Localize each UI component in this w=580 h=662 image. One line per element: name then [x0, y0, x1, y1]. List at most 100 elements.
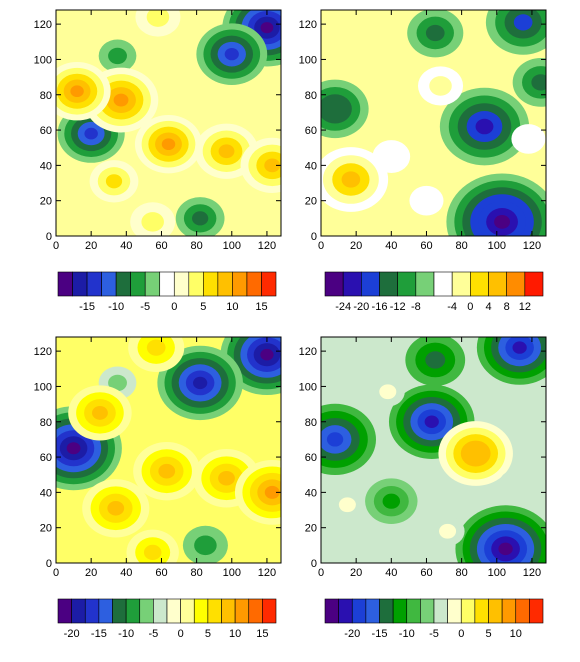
y-tick-label: 120	[34, 19, 52, 31]
contour-band	[512, 341, 527, 354]
colorbar-label: 0	[171, 301, 177, 313]
x-tick-label: 20	[350, 240, 362, 252]
x-tick-label: 60	[420, 567, 432, 579]
contour-band	[224, 47, 239, 61]
x-tick-label: 100	[488, 240, 506, 252]
colorbar-swatch	[130, 271, 146, 297]
contour-feature	[56, 62, 111, 121]
contour-band	[468, 447, 484, 461]
contour-feature	[407, 10, 464, 58]
contour-feature	[98, 39, 137, 73]
colorbar-label: -15	[79, 301, 95, 313]
y-tick-label: 60	[305, 452, 317, 464]
colorbar-swatch	[84, 598, 100, 624]
colorbar-label: 5	[200, 301, 206, 313]
contour-band	[66, 442, 81, 455]
x-tick-label: 100	[223, 567, 241, 579]
contour-feature	[321, 147, 389, 212]
y-tick-label: 40	[305, 487, 317, 499]
colorbar-swatch	[351, 598, 367, 624]
colorbar-swatch	[232, 271, 248, 297]
colorbar-swatch	[125, 598, 141, 624]
colorbar-swatch	[98, 598, 113, 624]
colorbar-label: 10	[510, 628, 522, 640]
colorbar-swatch	[392, 598, 408, 624]
y-tick-label: 20	[40, 196, 52, 208]
colorbar-swatch	[515, 598, 530, 624]
y-tick-label: 40	[305, 160, 317, 172]
colorbar-label: -10	[118, 628, 134, 640]
contour-feature	[365, 478, 418, 525]
colorbar-swatch	[188, 271, 204, 297]
contour-band	[429, 76, 452, 96]
colorbar-swatch	[361, 271, 380, 297]
colorbar-label: 4	[485, 301, 491, 313]
y-tick-label: 40	[40, 160, 52, 172]
contour-band	[260, 22, 274, 34]
colorbar-swatch	[193, 598, 209, 624]
contour-feature	[134, 114, 203, 174]
contour-band	[494, 214, 511, 229]
x-tick-label: 60	[420, 240, 432, 252]
colorbar-swatch	[324, 598, 339, 624]
contour-band	[506, 476, 522, 491]
colorbar-label: 10	[226, 301, 238, 313]
colorbar-label: -24	[335, 301, 351, 313]
colorbar-swatch	[420, 598, 435, 624]
colorbar-swatch	[115, 271, 131, 297]
colorbar-label: -15	[91, 628, 107, 640]
x-tick-label: 80	[191, 567, 203, 579]
contour-band	[161, 138, 176, 151]
x-tick-label: 0	[53, 567, 59, 579]
plot-frame	[55, 9, 282, 237]
plot-frame	[320, 336, 547, 564]
contour-feature	[485, 10, 546, 55]
contour-band	[193, 376, 208, 390]
colorbar-swatch	[144, 271, 161, 297]
y-tick-label: 0	[311, 231, 317, 243]
y-tick-label: 60	[40, 452, 52, 464]
colorbar-label: -16	[372, 301, 388, 313]
contour-band	[218, 470, 235, 486]
colorbar-swatch	[262, 598, 277, 624]
x-tick-label: 40	[385, 567, 397, 579]
contour-band	[141, 212, 164, 232]
contour-band	[105, 174, 123, 189]
contour-band	[143, 544, 162, 561]
x-tick-label: 20	[85, 240, 97, 252]
colorbar-swatch	[207, 598, 222, 624]
colorbar-swatch	[173, 271, 190, 297]
colorbar-label: -10	[399, 628, 415, 640]
colorbar-swatch	[101, 271, 117, 297]
contour-feature	[499, 470, 530, 497]
contour-feature	[89, 160, 139, 203]
y-tick-label: 100	[34, 54, 52, 66]
contour-feature	[68, 385, 132, 441]
contour-band	[158, 463, 176, 479]
x-tick-label: 0	[53, 240, 59, 252]
colorbar-label: -12	[390, 301, 406, 313]
contour-feature	[372, 140, 411, 173]
colorbar-swatch	[379, 271, 398, 297]
contour-band	[513, 14, 533, 31]
colorbar-swatch	[451, 271, 471, 297]
contour-band	[531, 74, 546, 91]
x-tick-label: 80	[191, 240, 203, 252]
y-tick-label: 120	[34, 346, 52, 358]
colorbar-label: -5	[148, 628, 158, 640]
contour-feature	[182, 525, 228, 563]
contour-band	[379, 384, 397, 400]
y-tick-label: 40	[40, 487, 52, 499]
colorbar-swatch	[221, 598, 236, 624]
x-tick-label: 20	[85, 567, 97, 579]
colorbar-label: -4	[447, 301, 457, 313]
y-tick-label: 120	[299, 19, 317, 31]
colorbar-swatch	[415, 271, 435, 297]
y-tick-label: 0	[46, 558, 52, 570]
x-tick-label: 120	[258, 240, 276, 252]
contour-feature	[511, 124, 546, 154]
contour-band	[146, 10, 170, 27]
contour-band	[425, 24, 445, 42]
